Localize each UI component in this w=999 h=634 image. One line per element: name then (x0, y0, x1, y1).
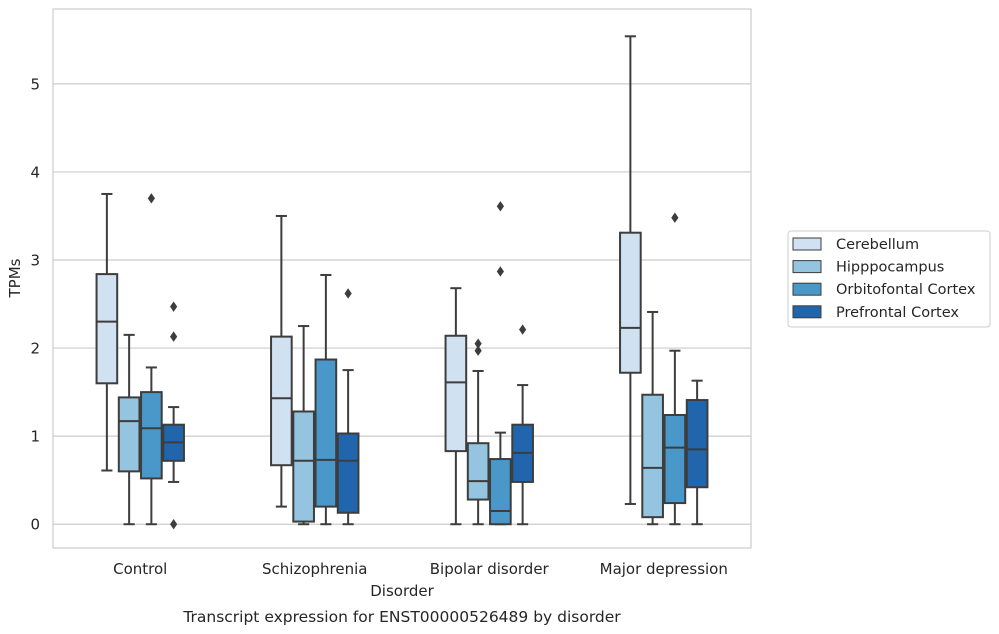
box-0-3 (162, 301, 185, 530)
legend-label: Hipppocampus (836, 260, 944, 276)
box-3-0 (619, 35, 642, 505)
y-tick-labels: 0 1 2 3 4 5 (30, 75, 40, 533)
outlier-marker (474, 345, 482, 356)
legend-swatch (792, 305, 822, 319)
x-axis-label: Disorder (370, 582, 434, 600)
x-tick-label: Major depression (600, 560, 728, 578)
box-body (117, 396, 141, 473)
box-1-3 (336, 288, 360, 526)
y-axis-label: TPMs (6, 258, 24, 298)
box-body (270, 335, 293, 467)
box-3-1 (641, 310, 664, 526)
legend-label: Cerebellum (836, 237, 919, 253)
box-body (444, 334, 468, 453)
outlier-marker (474, 338, 482, 349)
box-3-3 (685, 379, 709, 526)
box-2-2 (489, 201, 512, 526)
x-tick-label: Control (113, 560, 167, 578)
x-tick-labels: Control Schizophrenia Bipolar disorder Majo… (113, 560, 728, 578)
y-tick-label: 2 (30, 340, 40, 358)
box-0-2 (140, 193, 163, 526)
legend-swatch (792, 260, 822, 274)
outlier-marker (519, 324, 527, 335)
legend-label: Prefrontal Cortex (836, 305, 959, 321)
box-0-0 (95, 192, 119, 472)
y-tick-label: 1 (30, 428, 40, 446)
box-body (336, 432, 360, 514)
box-body (292, 410, 315, 523)
outlier-marker (170, 301, 178, 312)
y-tick-label: 3 (30, 252, 40, 270)
box-body (140, 391, 163, 480)
box-2-0 (444, 287, 468, 526)
legend-swatch (792, 237, 822, 251)
box-body (489, 458, 512, 526)
outlier-marker (671, 212, 679, 223)
box-1-0 (270, 214, 293, 508)
box-body (314, 358, 338, 508)
legend: Cerebellum Hipppocampus Orbitofontal Corte… (787, 230, 991, 328)
box-body (466, 442, 490, 501)
box-3-2 (663, 212, 687, 526)
y-tick-label: 4 (30, 163, 40, 181)
outlier-marker (170, 331, 178, 342)
figure-caption: Transcript expression for ENST0000052648… (182, 608, 621, 626)
outlier-marker (147, 193, 155, 204)
legend-swatch (792, 282, 822, 296)
box-body (95, 273, 119, 385)
outlier-marker (170, 519, 178, 530)
x-tick-label: Schizophrenia (262, 560, 367, 578)
box-1-2 (314, 273, 338, 526)
box-1-1 (292, 325, 315, 526)
y-tick-label: 5 (30, 75, 40, 93)
box-body (663, 414, 687, 505)
outlier-marker (496, 201, 504, 212)
box-2-1 (466, 338, 490, 526)
box-body (641, 393, 664, 519)
legend-label: Orbitofontal Cortex (836, 282, 976, 298)
outlier-marker (344, 288, 352, 299)
box-groups (95, 35, 709, 530)
box-2-3 (511, 324, 534, 526)
box-body (619, 231, 642, 374)
plot-frame (52, 8, 752, 549)
legend-frame (787, 230, 991, 328)
y-tick-label: 0 (30, 516, 40, 534)
box-body (685, 399, 709, 489)
outlier-marker (496, 266, 504, 277)
x-tick-label: Bipolar disorder (430, 560, 550, 578)
box-0-1 (117, 333, 141, 526)
